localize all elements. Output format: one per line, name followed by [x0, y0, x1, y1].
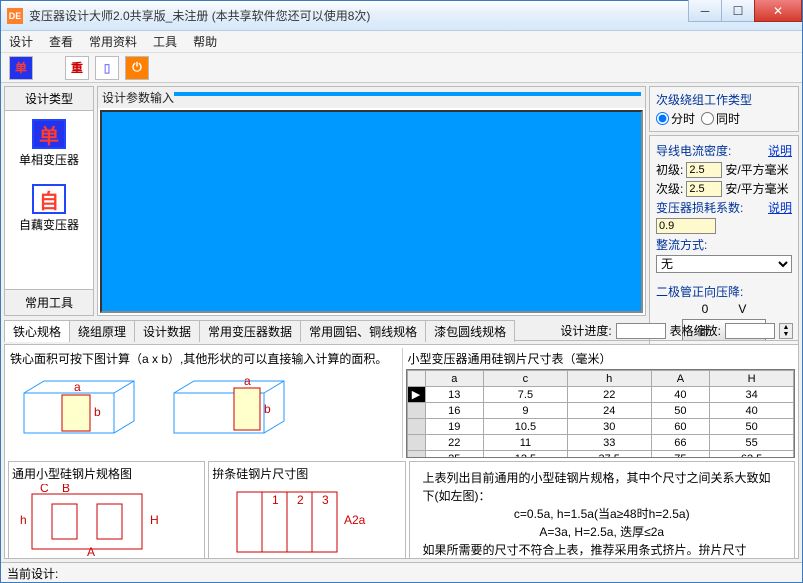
scale-spinner[interactable]: ▲▼: [779, 323, 793, 339]
svg-text:A: A: [87, 545, 95, 559]
menubar: 设计 查看 常用资料 工具 帮助: [1, 31, 802, 53]
strip-core-diagram: 1 2 3 A2a: [212, 484, 382, 559]
table-scale-label: 表格缩放:: [670, 322, 721, 339]
menu-help[interactable]: 帮助: [193, 33, 217, 50]
tab-wire-spec[interactable]: 常用圆铝、铜线规格: [300, 320, 426, 342]
toolbar-single-button[interactable]: 单: [9, 56, 33, 80]
tab-enamel-wire[interactable]: 漆包圆线规格: [425, 320, 515, 342]
svg-text:a: a: [244, 374, 251, 388]
rectify-label: 整流方式:: [656, 236, 707, 253]
explain-link-2[interactable]: 说明: [768, 199, 792, 216]
single-phase-item[interactable]: 单 单相变压器: [5, 111, 93, 176]
steel-table-title: 小型变压器通用硅钢片尺寸表（毫米）: [408, 350, 612, 367]
svg-text:H: H: [150, 513, 159, 527]
common-steel-diagram-title: 通用小型硅钢片规格图: [12, 465, 201, 482]
menu-view[interactable]: 查看: [49, 33, 73, 50]
progress-field: [616, 323, 666, 339]
secondary-work-type-label: 次级绕组工作类型: [656, 91, 792, 108]
explain-link-1[interactable]: 说明: [768, 142, 792, 159]
common-tools-tab[interactable]: 常用工具: [5, 289, 93, 315]
rectify-select[interactable]: 无: [656, 255, 792, 273]
tab-winding-principle[interactable]: 绕组原理: [69, 320, 135, 342]
single-label: 单相变压器: [19, 151, 79, 168]
formula-description: 上表列出目前通用的小型硅钢片规格，其中个尺寸之间关系大致如下(如左图)： c=0…: [413, 465, 792, 559]
design-progress-label: 设计进度:: [560, 322, 611, 339]
design-type-tab[interactable]: 设计类型: [5, 87, 93, 111]
strip-steel-diagram-title: 拚条硅钢片尺寸图: [212, 465, 401, 482]
menu-tools[interactable]: 工具: [153, 33, 177, 50]
single-icon: 单: [32, 119, 66, 149]
core-area-formula-label: 铁心面积可按下图计算（a x b）,其他形状的可以直接输入计算的面积。: [10, 350, 400, 367]
radio-timeshare[interactable]: 分时: [656, 110, 695, 127]
menu-resources[interactable]: 常用资料: [89, 33, 137, 50]
params-input-area[interactable]: [100, 110, 643, 313]
svg-text:A2a: A2a: [344, 513, 366, 527]
primary-density-input[interactable]: [686, 162, 722, 178]
svg-text:h: h: [20, 513, 27, 527]
loss-coef-input[interactable]: [656, 218, 716, 234]
window-title: 变压器设计大师2.0共享版_未注册 (本共享软件您还可以使用8次): [29, 7, 689, 24]
svg-text:B: B: [62, 484, 70, 495]
secondary-density-input[interactable]: [686, 181, 722, 197]
maximize-button[interactable]: ☐: [721, 0, 755, 22]
toolbar-reset-button[interactable]: 重: [65, 56, 89, 80]
app-icon: DE: [7, 8, 23, 24]
left-panel: 设计类型 单 单相变压器 自 自藕变压器 常用工具: [4, 86, 94, 316]
toolbar: 单 重 ▯ ⏻: [1, 53, 802, 83]
svg-text:3: 3: [322, 493, 329, 507]
radio-simultaneous[interactable]: 同时: [701, 110, 740, 127]
toolbar-calc-icon[interactable]: ▯: [95, 56, 119, 80]
steel-size-table[interactable]: achAH▶137.52240341692450401910.530605022…: [406, 369, 796, 458]
right-panel: 次级绕组工作类型 分时 同时 导线电流密度:说明 初级:安/平方毫米 次级:安/…: [649, 86, 799, 316]
bottom-tabs: 铁心规格 绕组原理 设计数据 常用变压器数据 常用圆铝、铜线规格 漆包圆线规格 …: [4, 319, 799, 341]
tab-core-spec[interactable]: 铁心规格: [4, 320, 70, 342]
svg-text:C: C: [40, 484, 49, 495]
table-scale-input[interactable]: [725, 323, 775, 339]
diode-drop-label: 二极管正向压降:: [656, 283, 743, 300]
status-label: 当前设计:: [7, 567, 58, 581]
core-3d-diagrams: ab ab: [10, 369, 400, 447]
svg-text:2: 2: [297, 493, 304, 507]
svg-text:1: 1: [272, 493, 279, 507]
loss-coef-label: 变压器损耗系数:: [656, 199, 743, 216]
center-title: 设计参数输入: [102, 89, 174, 106]
current-density-label: 导线电流密度:: [656, 142, 731, 159]
svg-text:b: b: [94, 405, 101, 419]
auto-label: 自藕变压器: [19, 216, 79, 233]
svg-text:a: a: [74, 380, 81, 394]
ei-core-diagram: C B Hh A: [12, 484, 182, 559]
auto-icon: 自: [32, 184, 66, 214]
close-button[interactable]: ✕: [754, 0, 802, 22]
tab-design-data[interactable]: 设计数据: [134, 320, 200, 342]
tab-common-transformer[interactable]: 常用变压器数据: [199, 320, 301, 342]
auto-transformer-item[interactable]: 自 自藕变压器: [5, 176, 93, 241]
minimize-button[interactable]: ─: [688, 0, 722, 22]
svg-text:b: b: [264, 402, 271, 416]
toolbar-power-icon[interactable]: ⏻: [125, 56, 149, 80]
center-panel: 设计参数输入: [97, 86, 646, 316]
menu-design[interactable]: 设计: [9, 33, 33, 50]
